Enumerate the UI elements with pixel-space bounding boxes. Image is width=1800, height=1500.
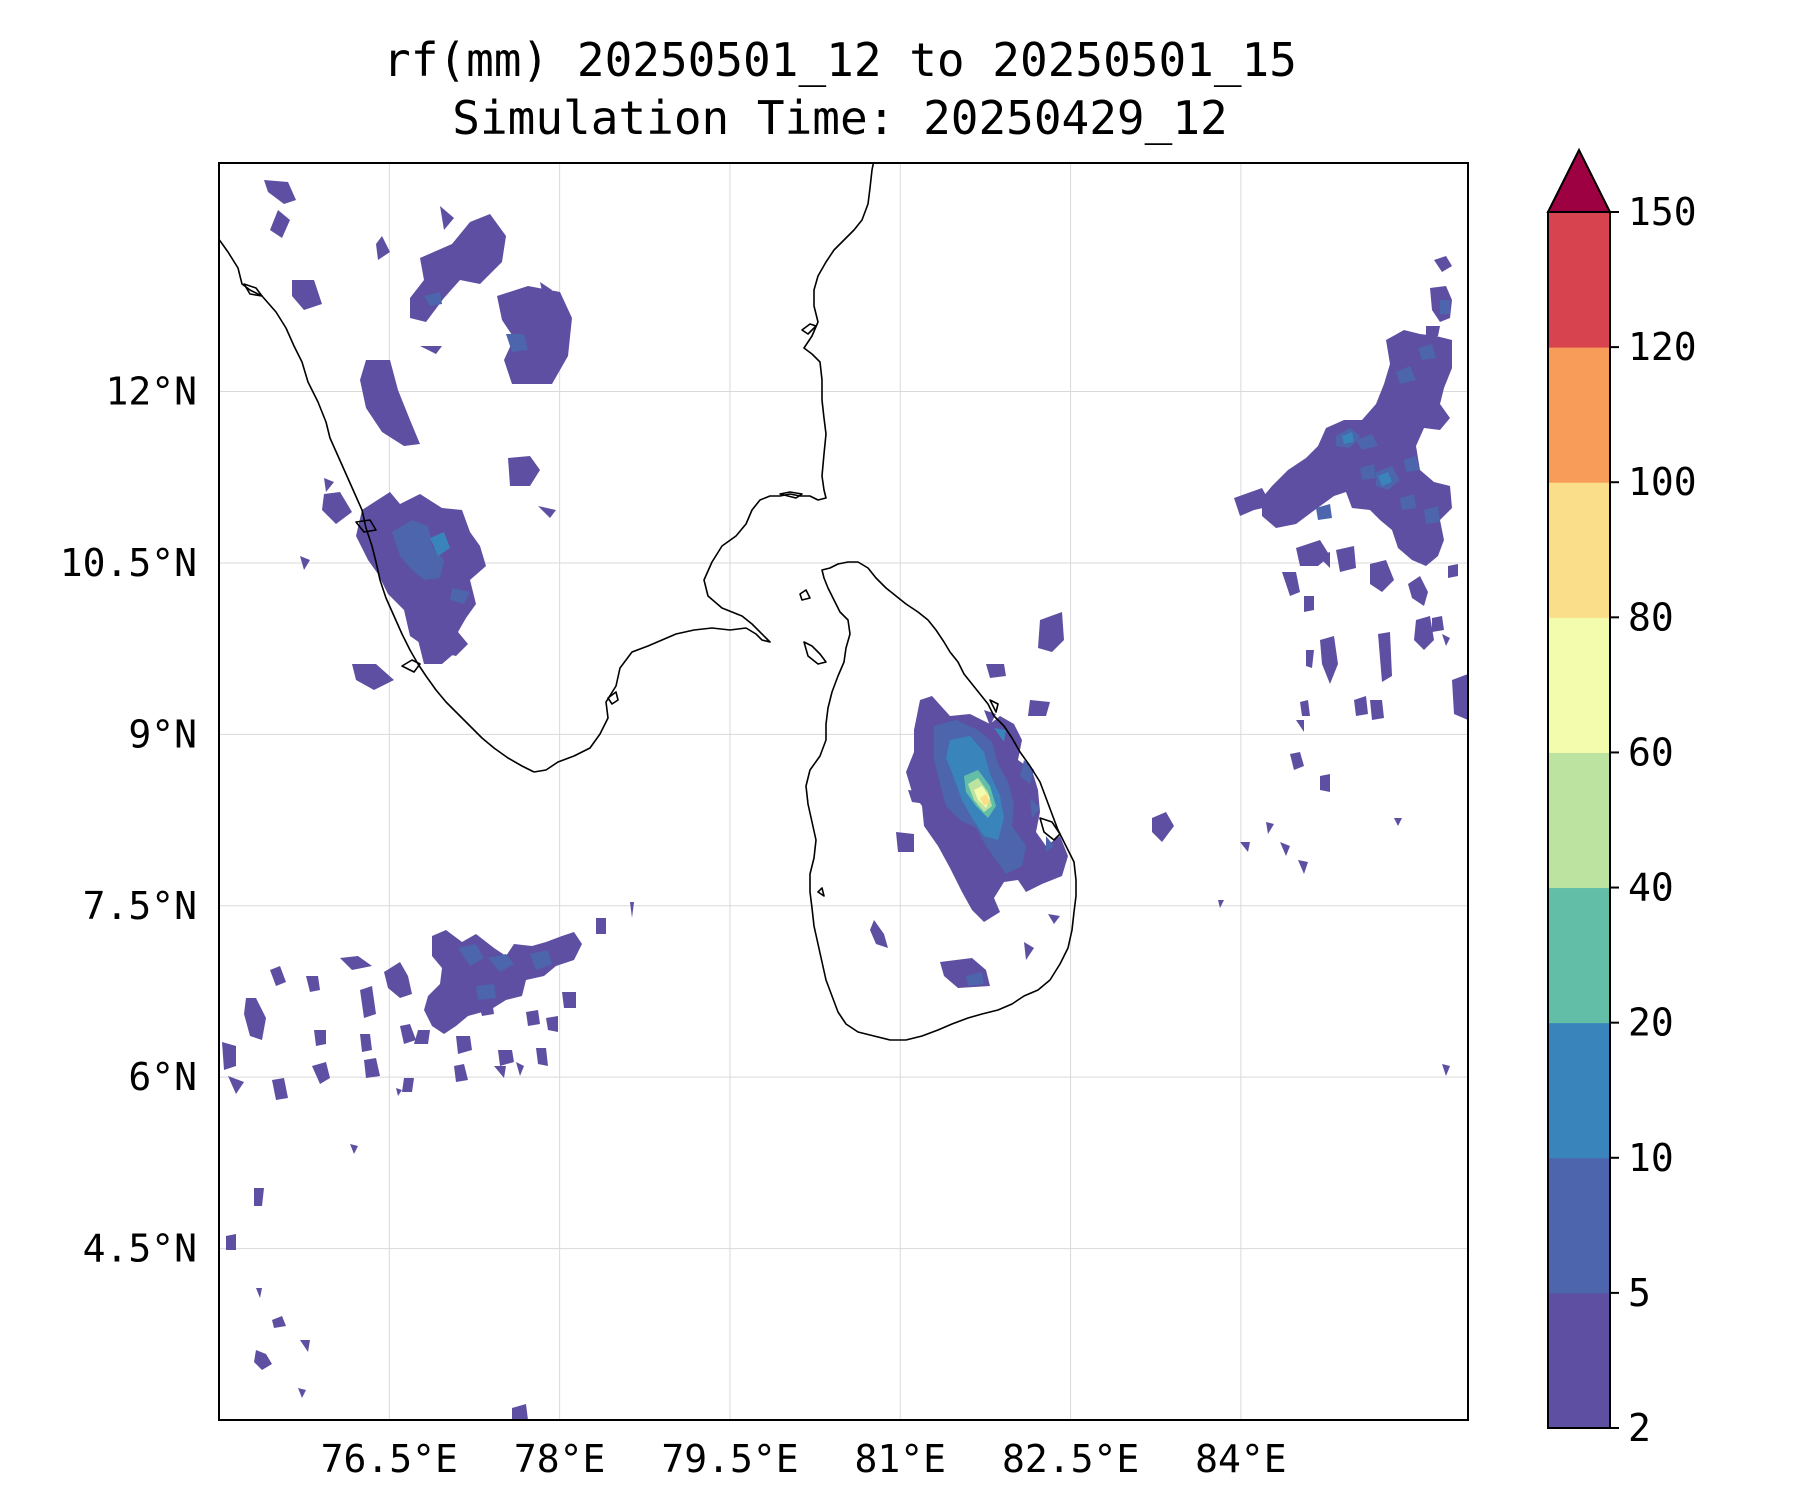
colorbar-segment (1548, 212, 1610, 348)
coastline-islet-1 (801, 323, 817, 335)
colorbar-tick-label: 40 (1628, 866, 1674, 910)
x-tick-label: 76.5°E (321, 1437, 458, 1481)
coastlines (219, 163, 1077, 1041)
x-tick-label: 78°E (514, 1437, 606, 1481)
colorbar-frame (1547, 211, 1611, 1429)
colorbar-segment (1548, 347, 1610, 483)
x-tick-label: 82.5°E (1002, 1437, 1139, 1481)
map-area (219, 163, 1468, 1420)
coastline-islet-10 (817, 887, 825, 897)
y-axis-ticks: 12°N 10.5°N 9°N 7.5°N 6°N 4.5°N (60, 370, 197, 1271)
coastline-islet-5 (243, 283, 263, 297)
title-line-2: Simulation Time: 20250429_12 (452, 91, 1227, 145)
colorbar-segment (1548, 1292, 1610, 1429)
coastline-islet-8 (607, 691, 619, 705)
coastline-islet-4 (803, 641, 827, 665)
coastline-sri-lanka (805, 561, 1077, 1041)
colorbar-tick-label: 60 (1628, 730, 1674, 774)
y-tick-label: 6°N (128, 1055, 197, 1099)
colorbar-tick-label: 10 (1628, 1136, 1674, 1180)
map-frame (218, 162, 1469, 1421)
colorbar-tick-label: 5 (1628, 1271, 1651, 1315)
colorbar: 2 5 10 20 40 60 80 100 120 150 (1546, 147, 1697, 1450)
y-tick-label: 4.5°N (83, 1227, 197, 1271)
colorbar-extend-arrow (1546, 147, 1612, 213)
colorbar-tick-label: 100 (1628, 460, 1697, 504)
colorbar-segment (1548, 1157, 1610, 1294)
gridlines (219, 163, 1468, 1420)
map-background (219, 163, 1468, 1420)
colorbar-segment (1548, 617, 1610, 753)
x-tick-label: 84°E (1195, 1437, 1287, 1481)
y-tick-label: 9°N (128, 712, 197, 756)
colorbar-segment (1548, 1022, 1610, 1159)
colorbar-tick-label: 120 (1628, 325, 1697, 369)
coastline-indian-west (219, 238, 535, 773)
y-tick-label: 7.5°N (83, 884, 197, 928)
coastline-islet-11 (989, 699, 999, 713)
colorbar-tick-label: 2 (1628, 1406, 1651, 1450)
colorbar-segment (1548, 482, 1610, 618)
y-tick-label: 10.5°N (60, 541, 197, 585)
colorbar-tick-label: 20 (1628, 1001, 1674, 1045)
x-tick-label: 79.5°E (661, 1437, 798, 1481)
coastline-islet-2 (779, 491, 803, 499)
title-line-1: rf(mm) 20250501_12 to 20250501_15 (383, 33, 1297, 87)
rainfall-level-80-100 (980, 794, 990, 806)
colorbar-tick-label: 80 (1628, 595, 1674, 639)
coastline-islet-3 (799, 589, 811, 601)
coastline-indian-south-east (533, 163, 875, 773)
x-tick-label: 81°E (855, 1437, 947, 1481)
y-tick-label: 12°N (105, 370, 197, 414)
coastline-islet-9 (1039, 817, 1061, 841)
coastline-islet-7 (401, 659, 421, 673)
colorbar-tick-label: 150 (1628, 190, 1697, 234)
colorbar-segment (1548, 752, 1610, 889)
x-axis-ticks: 76.5°E 78°E 79.5°E 81°E 82.5°E 84°E (321, 1437, 1287, 1481)
colorbar-segment (1548, 887, 1610, 1024)
coastline-islet-6 (355, 519, 377, 533)
